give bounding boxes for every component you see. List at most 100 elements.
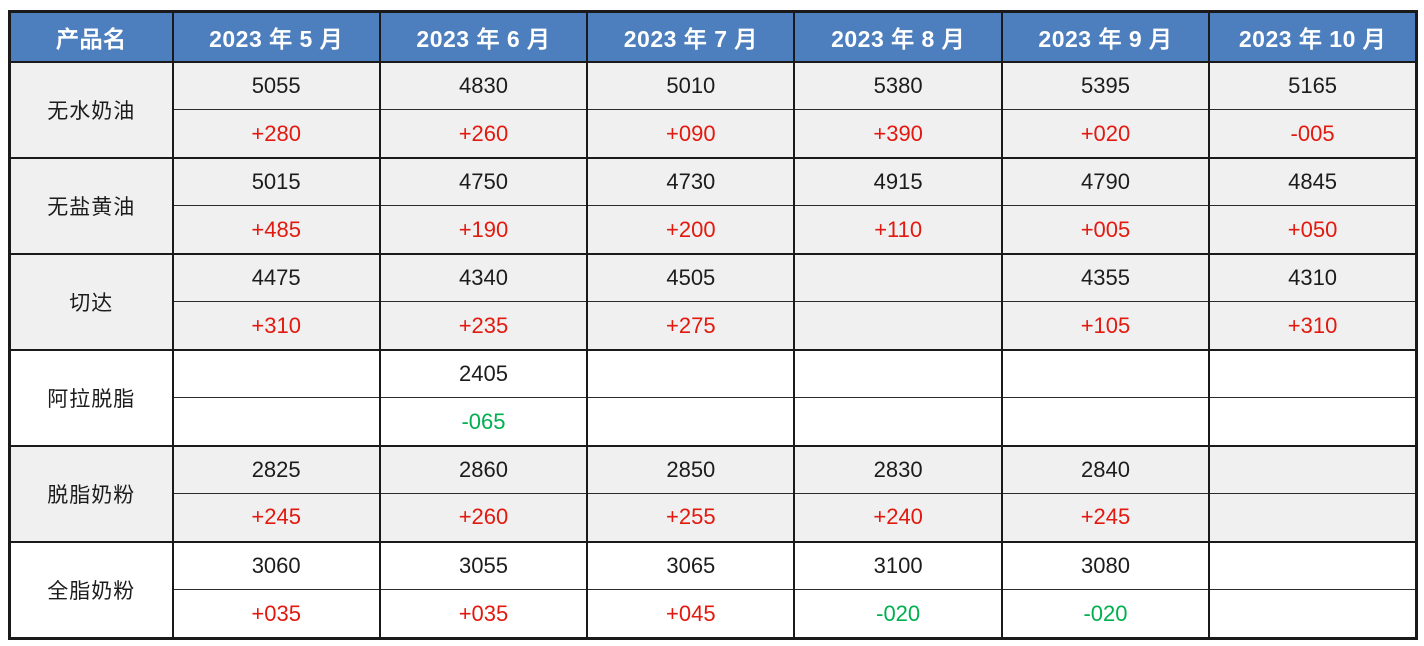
price-cell: 4730 bbox=[586, 156, 796, 207]
change-cell bbox=[1208, 397, 1418, 447]
change-cell bbox=[1208, 493, 1418, 543]
change-cell: +020 bbox=[1000, 109, 1211, 159]
change-cell: +260 bbox=[378, 109, 589, 159]
change-cell: +275 bbox=[586, 301, 796, 351]
month-header-september: 2023 年 9 月 bbox=[1000, 10, 1211, 63]
change-cell bbox=[793, 397, 1003, 447]
change-row: +310 +235 +275 +105 +310 bbox=[10, 301, 1418, 351]
month-header-june: 2023 年 6 月 bbox=[378, 10, 589, 63]
change-cell: -020 bbox=[793, 589, 1003, 640]
price-cell: 3060 bbox=[171, 540, 381, 591]
change-cell: +105 bbox=[1000, 301, 1211, 351]
price-row: 切达 4475 4340 4505 4355 4310 bbox=[8, 252, 1418, 351]
price-cell: 3065 bbox=[586, 540, 796, 591]
price-cell: 5395 bbox=[1000, 61, 1211, 111]
product-name: 脱脂奶粉 bbox=[8, 444, 174, 543]
price-cell: 3100 bbox=[793, 540, 1003, 591]
price-row: 阿拉脱脂 2405 bbox=[8, 348, 1418, 447]
change-cell bbox=[171, 397, 381, 447]
product-name: 切达 bbox=[8, 252, 174, 351]
change-row: +485 +190 +200 +110 +005 +050 bbox=[10, 205, 1418, 255]
change-cell: -065 bbox=[378, 397, 589, 447]
change-cell: +390 bbox=[793, 109, 1003, 159]
price-cell: 4355 bbox=[1000, 252, 1211, 303]
price-cell: 4790 bbox=[1000, 156, 1211, 207]
change-cell: +035 bbox=[171, 589, 381, 640]
change-row: +245 +260 +255 +240 +245 bbox=[10, 493, 1418, 543]
price-cell bbox=[793, 348, 1003, 399]
price-row: 无水奶油 5055 4830 5010 5380 5395 5165 bbox=[8, 61, 1418, 159]
product-name: 无水奶油 bbox=[8, 61, 174, 159]
price-cell: 5380 bbox=[793, 61, 1003, 111]
change-row: -065 bbox=[10, 397, 1418, 447]
change-row: +280 +260 +090 +390 +020 -005 bbox=[10, 109, 1418, 159]
price-cell: 3080 bbox=[1000, 540, 1211, 591]
change-cell: +280 bbox=[171, 109, 381, 159]
price-cell: 4915 bbox=[793, 156, 1003, 207]
change-cell: +245 bbox=[1000, 493, 1211, 543]
change-cell bbox=[1208, 589, 1418, 640]
price-table-container: 产品名 2023 年 5 月 2023 年 6 月 2023 年 7 月 202… bbox=[8, 10, 1418, 640]
price-cell bbox=[793, 252, 1003, 303]
change-cell: +245 bbox=[171, 493, 381, 543]
price-cell: 5010 bbox=[586, 61, 796, 111]
change-cell: +200 bbox=[586, 205, 796, 255]
month-header-july: 2023 年 7 月 bbox=[586, 10, 796, 63]
change-cell: +240 bbox=[793, 493, 1003, 543]
change-cell: -020 bbox=[1000, 589, 1211, 640]
price-row: 无盐黄油 5015 4750 4730 4915 4790 4845 bbox=[8, 156, 1418, 255]
dairy-price-table: 产品名 2023 年 5 月 2023 年 6 月 2023 年 7 月 202… bbox=[8, 10, 1418, 640]
price-cell: 2825 bbox=[171, 444, 381, 495]
change-cell: +255 bbox=[586, 493, 796, 543]
price-cell: 4750 bbox=[378, 156, 589, 207]
change-cell: +090 bbox=[586, 109, 796, 159]
month-header-october: 2023 年 10 月 bbox=[1208, 10, 1418, 63]
change-cell: +050 bbox=[1208, 205, 1418, 255]
change-cell: +260 bbox=[378, 493, 589, 543]
change-cell bbox=[793, 301, 1003, 351]
change-cell: -005 bbox=[1208, 109, 1418, 159]
price-cell bbox=[586, 348, 796, 399]
price-cell bbox=[1000, 348, 1211, 399]
product-name: 全脂奶粉 bbox=[8, 540, 174, 640]
price-cell: 4310 bbox=[1208, 252, 1418, 303]
price-cell: 4475 bbox=[171, 252, 381, 303]
price-row: 脱脂奶粉 2825 2860 2850 2830 2840 bbox=[8, 444, 1418, 543]
month-header-august: 2023 年 8 月 bbox=[793, 10, 1003, 63]
price-cell: 4845 bbox=[1208, 156, 1418, 207]
change-cell: +485 bbox=[171, 205, 381, 255]
header-row: 产品名 2023 年 5 月 2023 年 6 月 2023 年 7 月 202… bbox=[8, 10, 1418, 63]
change-cell bbox=[586, 397, 796, 447]
price-cell: 4505 bbox=[586, 252, 796, 303]
change-cell bbox=[1000, 397, 1211, 447]
price-cell: 5165 bbox=[1208, 61, 1418, 111]
price-cell: 2860 bbox=[378, 444, 589, 495]
price-cell: 2840 bbox=[1000, 444, 1211, 495]
change-cell: +310 bbox=[171, 301, 381, 351]
price-cell bbox=[1208, 444, 1418, 495]
price-cell: 5055 bbox=[171, 61, 381, 111]
price-cell: 5015 bbox=[171, 156, 381, 207]
price-cell bbox=[171, 348, 381, 399]
product-name-header: 产品名 bbox=[8, 10, 174, 63]
price-cell: 2405 bbox=[378, 348, 589, 399]
price-cell: 3055 bbox=[378, 540, 589, 591]
price-cell: 4340 bbox=[378, 252, 589, 303]
product-name: 无盐黄油 bbox=[8, 156, 174, 255]
change-cell: +035 bbox=[378, 589, 589, 640]
change-cell: +190 bbox=[378, 205, 589, 255]
change-cell: +235 bbox=[378, 301, 589, 351]
change-cell: +310 bbox=[1208, 301, 1418, 351]
price-cell bbox=[1208, 348, 1418, 399]
price-cell: 4830 bbox=[378, 61, 589, 111]
price-cell: 2850 bbox=[586, 444, 796, 495]
month-header-may: 2023 年 5 月 bbox=[171, 10, 381, 63]
price-cell bbox=[1208, 540, 1418, 591]
change-cell: +110 bbox=[793, 205, 1003, 255]
price-row: 全脂奶粉 3060 3055 3065 3100 3080 bbox=[8, 540, 1418, 640]
change-row: +035 +035 +045 -020 -020 bbox=[10, 589, 1418, 640]
price-cell: 2830 bbox=[793, 444, 1003, 495]
product-name: 阿拉脱脂 bbox=[8, 348, 174, 447]
change-cell: +045 bbox=[586, 589, 796, 640]
change-cell: +005 bbox=[1000, 205, 1211, 255]
